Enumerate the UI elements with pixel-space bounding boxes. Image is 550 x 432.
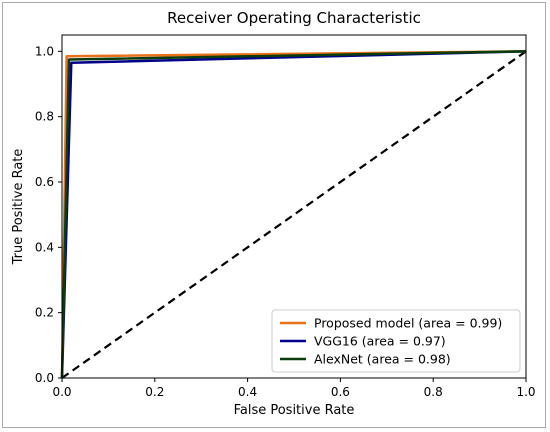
legend-label-1: VGG16 (area = 0.97): [314, 334, 446, 349]
axes-frame: [61, 34, 527, 379]
x-tick-label: 0.8: [424, 385, 443, 399]
x-tick-label: 0.6: [331, 385, 350, 399]
axis-ticks: 0.0 0.2 0.4 0.6 0.8 1.0 0.0 0.2 0.4 0.6 0.8 1.0: [35, 44, 536, 399]
x-tick-label: 1.0: [516, 385, 535, 399]
chart-title: Receiver Operating Characteristic: [167, 9, 421, 27]
y-tick-label: 0.4: [35, 240, 54, 254]
y-tick-label: 0.6: [35, 175, 54, 189]
y-tick-label: 0.0: [35, 371, 54, 385]
y-tick-label: 1.0: [35, 44, 54, 58]
roc-curve-2: [60, 50, 527, 379]
x-tick-label: 0.0: [52, 385, 71, 399]
x-tick-label: 0.4: [238, 385, 257, 399]
y-tick-label: 0.2: [35, 306, 54, 320]
x-tick-label: 0.2: [145, 385, 164, 399]
legend-label-2: AlexNet (area = 0.98): [314, 352, 451, 367]
legend: Proposed model (area = 0.99) VGG16 (area …: [271, 309, 521, 373]
legend-box: [271, 309, 521, 373]
plot-area: [60, 34, 527, 379]
y-tick-label: 0.8: [35, 110, 54, 124]
y-axis-label: True Positive Rate: [11, 149, 26, 266]
legend-label-0: Proposed model (area = 0.99): [314, 316, 502, 331]
reference-diagonal-line: [61, 50, 527, 379]
x-axis-label: False Positive Rate: [234, 403, 355, 418]
